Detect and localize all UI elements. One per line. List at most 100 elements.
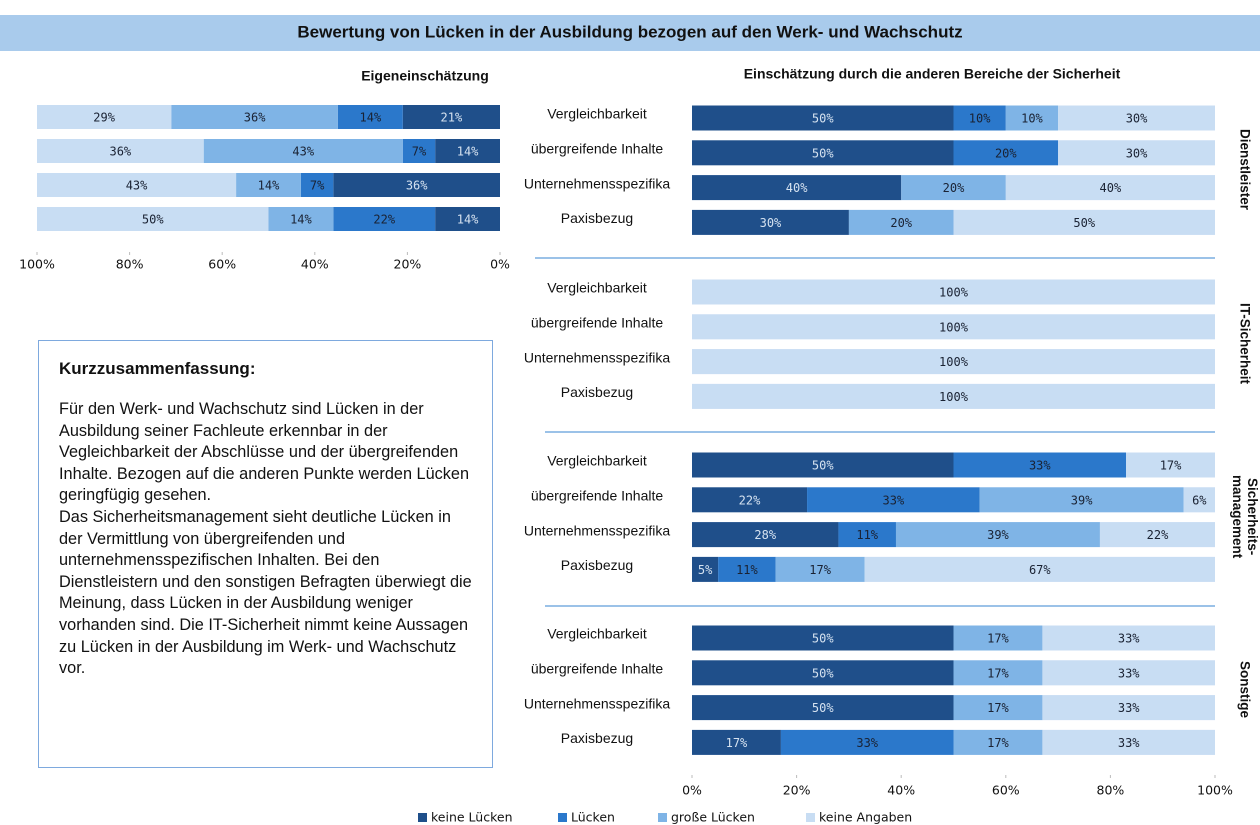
bar-segment	[692, 383, 1215, 409]
bar-segment	[1005, 175, 1215, 201]
right-title: Einschätzung durch die anderen Bereiche …	[744, 66, 1121, 82]
data-label: 39%	[1071, 493, 1093, 507]
x-tick-label: 80%	[116, 257, 144, 272]
bar-segment	[692, 314, 1215, 340]
legend-label: große Lücken	[671, 810, 755, 825]
bar-segment	[435, 139, 500, 163]
bar-segment	[171, 105, 338, 129]
data-label: 14%	[290, 213, 312, 227]
category-label: Unternehmensspezifika	[524, 695, 671, 711]
data-label: 11%	[736, 563, 758, 577]
data-label: 30%	[760, 216, 782, 230]
category-label: Paxisbezug	[561, 730, 633, 746]
data-label: 7%	[310, 179, 325, 193]
legend-swatch	[418, 813, 427, 822]
category-label: übergreifende Inhalte	[531, 661, 664, 677]
data-label: 33%	[883, 493, 905, 507]
x-tick-label: 100%	[1197, 783, 1233, 798]
bar-segment	[692, 487, 808, 513]
bar-segment	[268, 207, 334, 231]
bar-segment	[692, 349, 1215, 375]
data-label: 17%	[987, 701, 1009, 715]
bar-segment	[775, 556, 865, 582]
bar-segment	[718, 556, 776, 582]
category-label: Vergleichbarkeit	[547, 106, 647, 122]
bar-segment	[692, 452, 954, 478]
bar-segment	[838, 522, 896, 548]
data-label: 5%	[698, 563, 713, 577]
legend-label: keine Lücken	[431, 810, 513, 825]
group-label: Sonstige	[1237, 661, 1253, 719]
x-tick-label: 40%	[887, 783, 915, 798]
category-label: Unternehmensspezifika	[524, 522, 671, 538]
bar-segment	[692, 556, 719, 582]
data-label: 20%	[995, 146, 1017, 160]
data-label: 50%	[142, 213, 164, 227]
data-label: 22%	[1147, 528, 1169, 542]
data-label: 29%	[93, 111, 115, 125]
bar-segment	[1005, 105, 1059, 131]
bar-segment	[953, 140, 1059, 166]
bar-segment	[402, 105, 500, 129]
bar-segment	[807, 487, 980, 513]
bar-segment	[1058, 140, 1215, 166]
category-label: Unternehmensspezifika	[524, 175, 671, 191]
data-label: 33%	[1118, 701, 1140, 715]
title-bar	[0, 15, 1260, 51]
bar-segment	[953, 660, 1043, 686]
bar-segment	[864, 556, 1215, 582]
bar-segment	[692, 105, 954, 131]
group-label: IT-Sicherheit	[1237, 303, 1253, 385]
data-label: 11%	[856, 528, 878, 542]
data-label: 17%	[987, 632, 1009, 646]
group-label: Sicherheits-management	[1230, 475, 1260, 559]
bar-segment	[953, 695, 1043, 721]
bar-segment	[692, 209, 849, 235]
bar-segment	[402, 139, 436, 163]
bar-segment	[692, 175, 902, 201]
bar-segment	[333, 207, 436, 231]
legend-label: Lücken	[571, 810, 615, 825]
data-label: 43%	[126, 179, 148, 193]
data-label: 39%	[987, 528, 1009, 542]
page-title: Bewertung von Lücken in der Ausbildung b…	[297, 22, 962, 41]
bar-segment	[953, 625, 1043, 651]
data-label: 14%	[457, 145, 479, 159]
category-label: Vergleichbarkeit	[547, 453, 647, 469]
bar-segment	[1042, 660, 1215, 686]
bar-segment	[953, 729, 1043, 755]
category-label: Paxisbezug	[561, 210, 633, 226]
data-label: 36%	[406, 179, 428, 193]
category-label: übergreifende Inhalte	[531, 488, 664, 504]
data-label: 50%	[812, 459, 834, 473]
bar-segment	[780, 729, 954, 755]
data-label: 22%	[373, 213, 395, 227]
bar-segment	[848, 209, 954, 235]
bar-segment	[692, 140, 954, 166]
data-label: 33%	[1029, 459, 1051, 473]
data-label: 36%	[244, 111, 266, 125]
data-label: 7%	[412, 145, 427, 159]
bar-segment	[692, 695, 954, 721]
bar-segment	[37, 207, 269, 231]
data-label: 22%	[739, 493, 761, 507]
bar-segment	[692, 522, 839, 548]
bar-segment	[1126, 452, 1215, 478]
data-label: 67%	[1029, 563, 1051, 577]
data-label: 10%	[969, 112, 991, 126]
x-tick-label: 40%	[301, 257, 329, 272]
data-label: 10%	[1021, 112, 1043, 126]
data-label: 6%	[1192, 493, 1207, 507]
summary-text: Das Sicherheitsmanagement sieht deutlich…	[59, 507, 472, 678]
bar-segment	[37, 173, 237, 197]
data-label: 50%	[1073, 216, 1095, 230]
legend-swatch	[558, 813, 567, 822]
data-label: 100%	[939, 390, 969, 404]
data-label: 14%	[360, 111, 382, 125]
bar-segment	[37, 139, 204, 163]
bar-segment	[692, 729, 781, 755]
bar-segment	[692, 279, 1215, 305]
bar-segment	[979, 487, 1184, 513]
data-label: 17%	[987, 736, 1009, 750]
x-tick-label: 0%	[490, 257, 510, 272]
